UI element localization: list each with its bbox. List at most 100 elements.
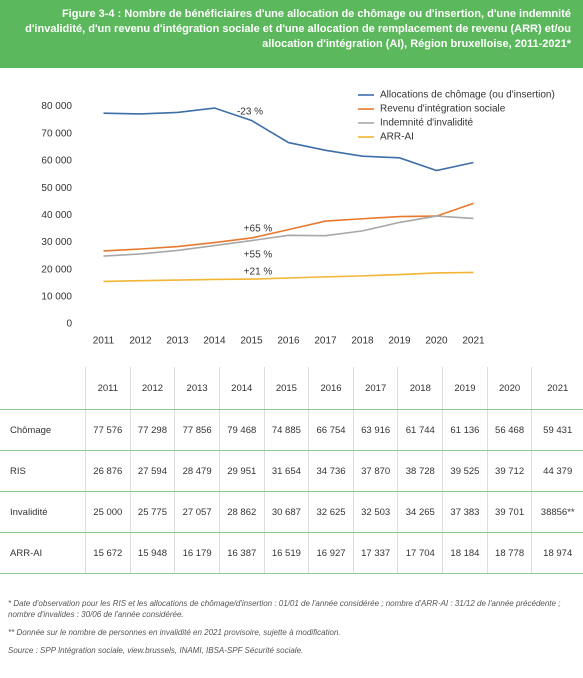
table-year: 2017 <box>352 367 398 410</box>
x-tick-label: 2018 <box>351 336 374 347</box>
legend-label: Indemnité d'invalidité <box>380 118 474 129</box>
table-year: 2012 <box>129 367 175 410</box>
table-year: 2016 <box>308 367 354 410</box>
table-year: 2021 <box>531 367 583 410</box>
y-tick-label: 0 <box>66 319 72 330</box>
annotation: +21 % <box>244 267 273 278</box>
table-year: 2015 <box>263 367 309 410</box>
x-tick-label: 2020 <box>425 336 448 347</box>
table-cell: 38856** <box>531 491 583 533</box>
table-cell: 28 479 <box>174 450 220 492</box>
table-cell: 32 625 <box>308 491 354 533</box>
note: Source : SPP Intégration sociale, view.b… <box>8 646 304 655</box>
table-cell: 30 687 <box>263 491 309 533</box>
table-cell: 27 057 <box>174 491 220 533</box>
y-tick-label: 60 000 <box>41 156 72 167</box>
table-year: 2019 <box>442 367 488 410</box>
table-row: Chômage 77 576 77 298 77 856 79 468 74 885 66 … <box>0 409 583 451</box>
table-row: ARR-AI 15 672 15 948 16 179 16 387 16 519 16 9… <box>0 532 583 574</box>
legend-label: Allocations de chômage (ou d'insertion) <box>380 90 555 101</box>
table-row-label: Invalidité <box>0 491 86 533</box>
legend-label: Revenu d'intégration sociale <box>380 104 506 115</box>
y-tick-label: 10 000 <box>41 291 72 302</box>
table-row: Invalidité 25 000 25 775 27 057 28 862 30 687… <box>0 491 583 533</box>
y-tick-label: 20 000 <box>41 264 72 275</box>
x-tick-label: 2019 <box>388 336 411 347</box>
table-cell: 17 704 <box>397 532 443 574</box>
x-tick-label: 2015 <box>240 336 263 347</box>
y-tick-label: 70 000 <box>41 128 72 139</box>
series-line <box>103 215 474 257</box>
table-cell: 26 876 <box>85 450 131 492</box>
header: Figure 3-4 : Nombre de bénéficiaires d'u… <box>0 0 583 68</box>
annotation: +65 % <box>244 224 273 235</box>
y-tick-label: 80 000 <box>41 101 72 112</box>
table-row: RIS 26 876 27 594 28 479 29 951 31 654 34 736 3… <box>0 450 583 492</box>
table-cell: 16 387 <box>218 532 265 574</box>
table-cell: 27 594 <box>129 450 175 492</box>
table-cell: 34 736 <box>308 450 354 492</box>
table-cell: 31 654 <box>263 450 309 492</box>
table-cell: 18 184 <box>442 532 488 574</box>
table-year: 2014 <box>218 367 265 410</box>
annotation: +55 % <box>244 250 273 261</box>
table-year: 2018 <box>397 367 443 410</box>
table-cell: 39 701 <box>486 491 532 533</box>
table-cell: 77 856 <box>174 409 220 451</box>
x-tick-label: 2013 <box>166 336 189 347</box>
table-row-label: Chômage <box>0 409 86 451</box>
table-cell: 74 885 <box>263 409 309 451</box>
y-tick-label: 30 000 <box>41 237 72 248</box>
x-tick-label: 2012 <box>129 336 152 347</box>
table-cell: 18 778 <box>486 532 532 574</box>
table-cell: 15 948 <box>129 532 175 574</box>
notes: * Date d'observation pour les RIS et les… <box>8 598 575 663</box>
table-cell: 18 974 <box>531 532 583 574</box>
table-cell: 15 672 <box>85 532 131 574</box>
note: * Date d'observation pour les RIS et les… <box>8 599 561 619</box>
table-row-label: RIS <box>0 450 86 492</box>
table-row-label: ARR-AI <box>0 532 86 574</box>
x-tick-label: 2011 <box>93 336 115 347</box>
series-line <box>103 202 474 252</box>
x-tick-label: 2016 <box>277 336 300 347</box>
table-cell: 32 503 <box>352 491 398 533</box>
y-tick-label: 40 000 <box>41 210 72 221</box>
table-corner <box>0 367 86 410</box>
table-cell: 25 775 <box>129 491 175 533</box>
x-tick-label: 2017 <box>314 336 337 347</box>
x-tick-label: 2021 <box>462 336 485 347</box>
table-cell: 37 383 <box>442 491 488 533</box>
table-cell: 16 519 <box>263 532 309 574</box>
table-cell: 77 298 <box>129 409 175 451</box>
table-cell: 59 431 <box>531 409 583 451</box>
chart: 0 10 000 20 000 30 000 40 000 50 000 60 000 70 … <box>41 90 555 347</box>
table-cell: 28 862 <box>218 491 265 533</box>
table-cell: 61 744 <box>397 409 443 451</box>
table-cell: 34 265 <box>397 491 443 533</box>
table-year: 2013 <box>174 367 220 410</box>
table-cell: 38 728 <box>397 450 443 492</box>
table-cell: 77 576 <box>85 409 131 451</box>
table-header-row: 2011 2012 2013 2014 2015 2016 2017 2018 2019 2020… <box>0 367 583 410</box>
series-line <box>103 271 474 283</box>
table-cell: 17 337 <box>352 532 398 574</box>
legend-label: ARR-AI <box>380 132 414 143</box>
table-cell: 56 468 <box>486 409 532 451</box>
data-table: 2011 2012 2013 2014 2015 2016 2017 2018 2019 2020… <box>0 367 583 574</box>
table-cell: 39 525 <box>442 450 488 492</box>
table-cell: 29 951 <box>218 450 265 492</box>
table-year: 2020 <box>486 367 532 410</box>
table-year: 2011 <box>85 367 131 410</box>
x-tick-label: 2014 <box>203 336 226 347</box>
table-cell: 39 712 <box>486 450 532 492</box>
series-line <box>103 107 474 172</box>
title: Figure 3-4 : Nombre de bénéficiaires d'u… <box>25 8 571 50</box>
annotation: -23 % <box>237 107 263 118</box>
table-cell: 16 927 <box>308 532 354 574</box>
table-cell: 25 000 <box>85 491 131 533</box>
table-cell: 63 916 <box>352 409 398 451</box>
table-cell: 66 754 <box>308 409 354 451</box>
table-cell: 16 179 <box>174 532 220 574</box>
